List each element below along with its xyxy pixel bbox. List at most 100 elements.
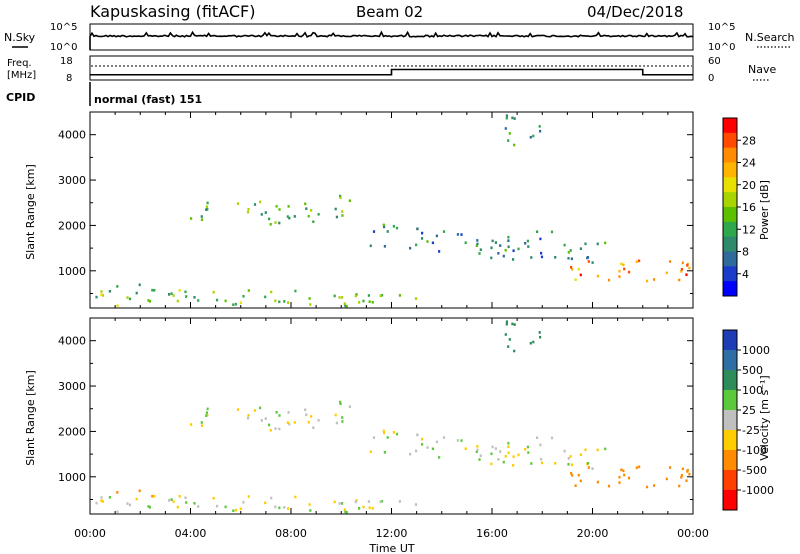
power-point xyxy=(574,278,577,281)
velocity-point xyxy=(193,502,196,505)
power-point xyxy=(185,295,188,298)
colorbar-tick-label: 24 xyxy=(742,157,756,170)
power-point xyxy=(460,233,463,236)
power-point xyxy=(383,225,386,229)
power-point xyxy=(224,299,227,303)
velocity-point xyxy=(260,419,263,422)
velocity-point xyxy=(490,462,493,466)
power-point xyxy=(367,294,370,297)
colorbar-segment xyxy=(723,410,737,431)
velocity-point xyxy=(100,496,103,499)
velocity-point xyxy=(678,484,681,488)
velocity-point xyxy=(247,495,250,498)
velocity-point xyxy=(478,458,481,461)
power-point xyxy=(618,269,621,273)
velocity-point xyxy=(414,503,418,506)
power-point xyxy=(372,230,376,233)
colorbar-tick-label: 16 xyxy=(742,201,756,214)
power-point xyxy=(286,215,289,218)
velocity-point xyxy=(586,462,590,465)
velocity-point xyxy=(270,496,273,500)
noise-sky-line xyxy=(89,30,694,50)
colorbar-segment xyxy=(723,221,737,238)
velocity-point xyxy=(507,441,510,445)
velocity-point xyxy=(622,469,625,473)
velocity-point xyxy=(138,489,141,493)
power-point xyxy=(497,252,500,255)
velocity-point xyxy=(539,335,542,339)
power-point xyxy=(275,205,278,208)
velocity-point xyxy=(369,450,372,454)
velocity-point xyxy=(286,421,289,424)
velocity-point xyxy=(317,419,320,422)
power-point xyxy=(259,200,262,204)
velocity-point xyxy=(341,420,344,423)
power-point xyxy=(414,297,418,300)
velocity-point xyxy=(334,413,337,417)
velocity-point xyxy=(497,458,500,461)
x-tick-label: 12:00 xyxy=(376,527,408,540)
velocity-point xyxy=(540,461,544,465)
power-point xyxy=(260,213,263,216)
velocity-point xyxy=(294,495,297,499)
power-point xyxy=(665,271,668,275)
power-scatter xyxy=(95,114,691,308)
velocity-point xyxy=(395,432,399,436)
x-tick-label: 00:00 xyxy=(74,527,106,540)
velocity-point xyxy=(570,472,573,475)
power-point xyxy=(478,252,481,255)
power-point xyxy=(236,202,240,205)
velocity-point xyxy=(345,511,348,514)
power-point xyxy=(287,205,290,208)
power-point xyxy=(511,116,514,120)
power-point xyxy=(527,245,530,248)
power-point xyxy=(686,264,689,267)
power-point xyxy=(172,294,175,297)
power-point xyxy=(95,295,98,299)
colorbar-segment xyxy=(723,490,737,511)
power-point xyxy=(530,256,533,259)
power-point xyxy=(538,125,541,128)
velocity-point xyxy=(239,507,242,511)
power-point xyxy=(591,261,594,264)
velocity-point xyxy=(464,447,467,450)
power-point xyxy=(586,256,590,259)
velocity-point xyxy=(604,447,607,451)
velocity-point xyxy=(491,445,494,449)
velocity-point xyxy=(596,480,599,484)
velocity-point xyxy=(490,452,493,456)
power-point xyxy=(108,290,111,293)
velocity-point xyxy=(116,491,119,494)
velocity-point xyxy=(504,455,507,458)
power-point xyxy=(502,254,505,258)
power-point xyxy=(618,275,621,278)
power-point xyxy=(380,294,384,297)
velocity-point xyxy=(475,450,478,453)
power-point xyxy=(507,239,510,242)
power-point xyxy=(579,247,582,250)
power-point xyxy=(513,117,516,120)
power-point xyxy=(307,214,310,218)
velocity-point xyxy=(253,409,257,412)
velocity-point xyxy=(574,484,577,487)
power-point xyxy=(242,295,245,298)
colorbar-tick-label: 4 xyxy=(742,268,749,281)
power-point xyxy=(148,300,151,303)
x-tick-label: 00:00 xyxy=(677,527,709,540)
power-point xyxy=(442,230,446,233)
freq-panel: Freq. [MHz] 18 8 60 0 Nave xyxy=(7,55,776,84)
colorbar-tick-label: 1000 xyxy=(742,344,770,357)
velocity-point xyxy=(368,506,371,509)
velocity-point xyxy=(442,436,446,439)
velocity-point xyxy=(310,415,313,418)
power-point xyxy=(505,116,508,120)
power-point xyxy=(567,251,570,254)
power-point xyxy=(512,258,515,261)
velocity-point xyxy=(126,502,129,505)
velocity-point xyxy=(618,475,621,479)
power-point xyxy=(274,221,277,224)
velocity-y-label: Slant Range [km] xyxy=(24,370,37,466)
power-point xyxy=(206,201,209,205)
colorbar-tick-label: -1000 xyxy=(742,484,774,497)
velocity-point xyxy=(190,423,193,426)
